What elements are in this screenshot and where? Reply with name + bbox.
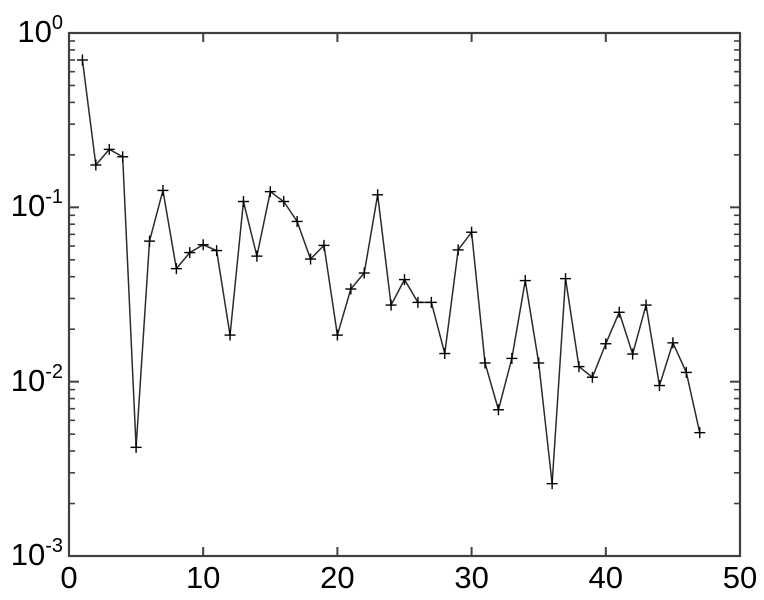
y-tick-mantissa: 10	[17, 14, 52, 49]
y-tick-mantissa: 10	[10, 188, 46, 224]
x-axis-ticks	[202, 33, 607, 556]
y-tick-mantissa: 10	[10, 537, 46, 572]
x-tick-label-10: 10	[185, 560, 221, 595]
x-tick-label-0: 0	[60, 560, 78, 595]
y-tick-exponent: -1	[45, 186, 63, 209]
y-tick-label-1e-1: 10-1	[10, 187, 63, 224]
y-tick-exponent: -3	[45, 535, 63, 557]
y-tick-label-1e-3: 10-3	[10, 536, 63, 572]
x-tick-label-20: 20	[320, 560, 355, 595]
y-tick-label-1e-2: 10-2	[10, 362, 63, 398]
plot-frame	[67, 31, 742, 558]
y-tick-exponent: -2	[45, 360, 63, 383]
x-tick-label-50: 50	[722, 560, 758, 595]
x-tick-label-40: 40	[588, 560, 624, 595]
x-tick-label-30: 30	[454, 560, 489, 595]
y-tick-mantissa: 10	[10, 362, 46, 398]
y-tick-label-1e0: 100	[17, 13, 63, 49]
y-axis-ticks	[69, 32, 740, 557]
data-markers-series-1	[76, 54, 706, 490]
y-axis-minor-ticks	[69, 40, 740, 505]
y-tick-exponent: 0	[51, 12, 63, 34]
